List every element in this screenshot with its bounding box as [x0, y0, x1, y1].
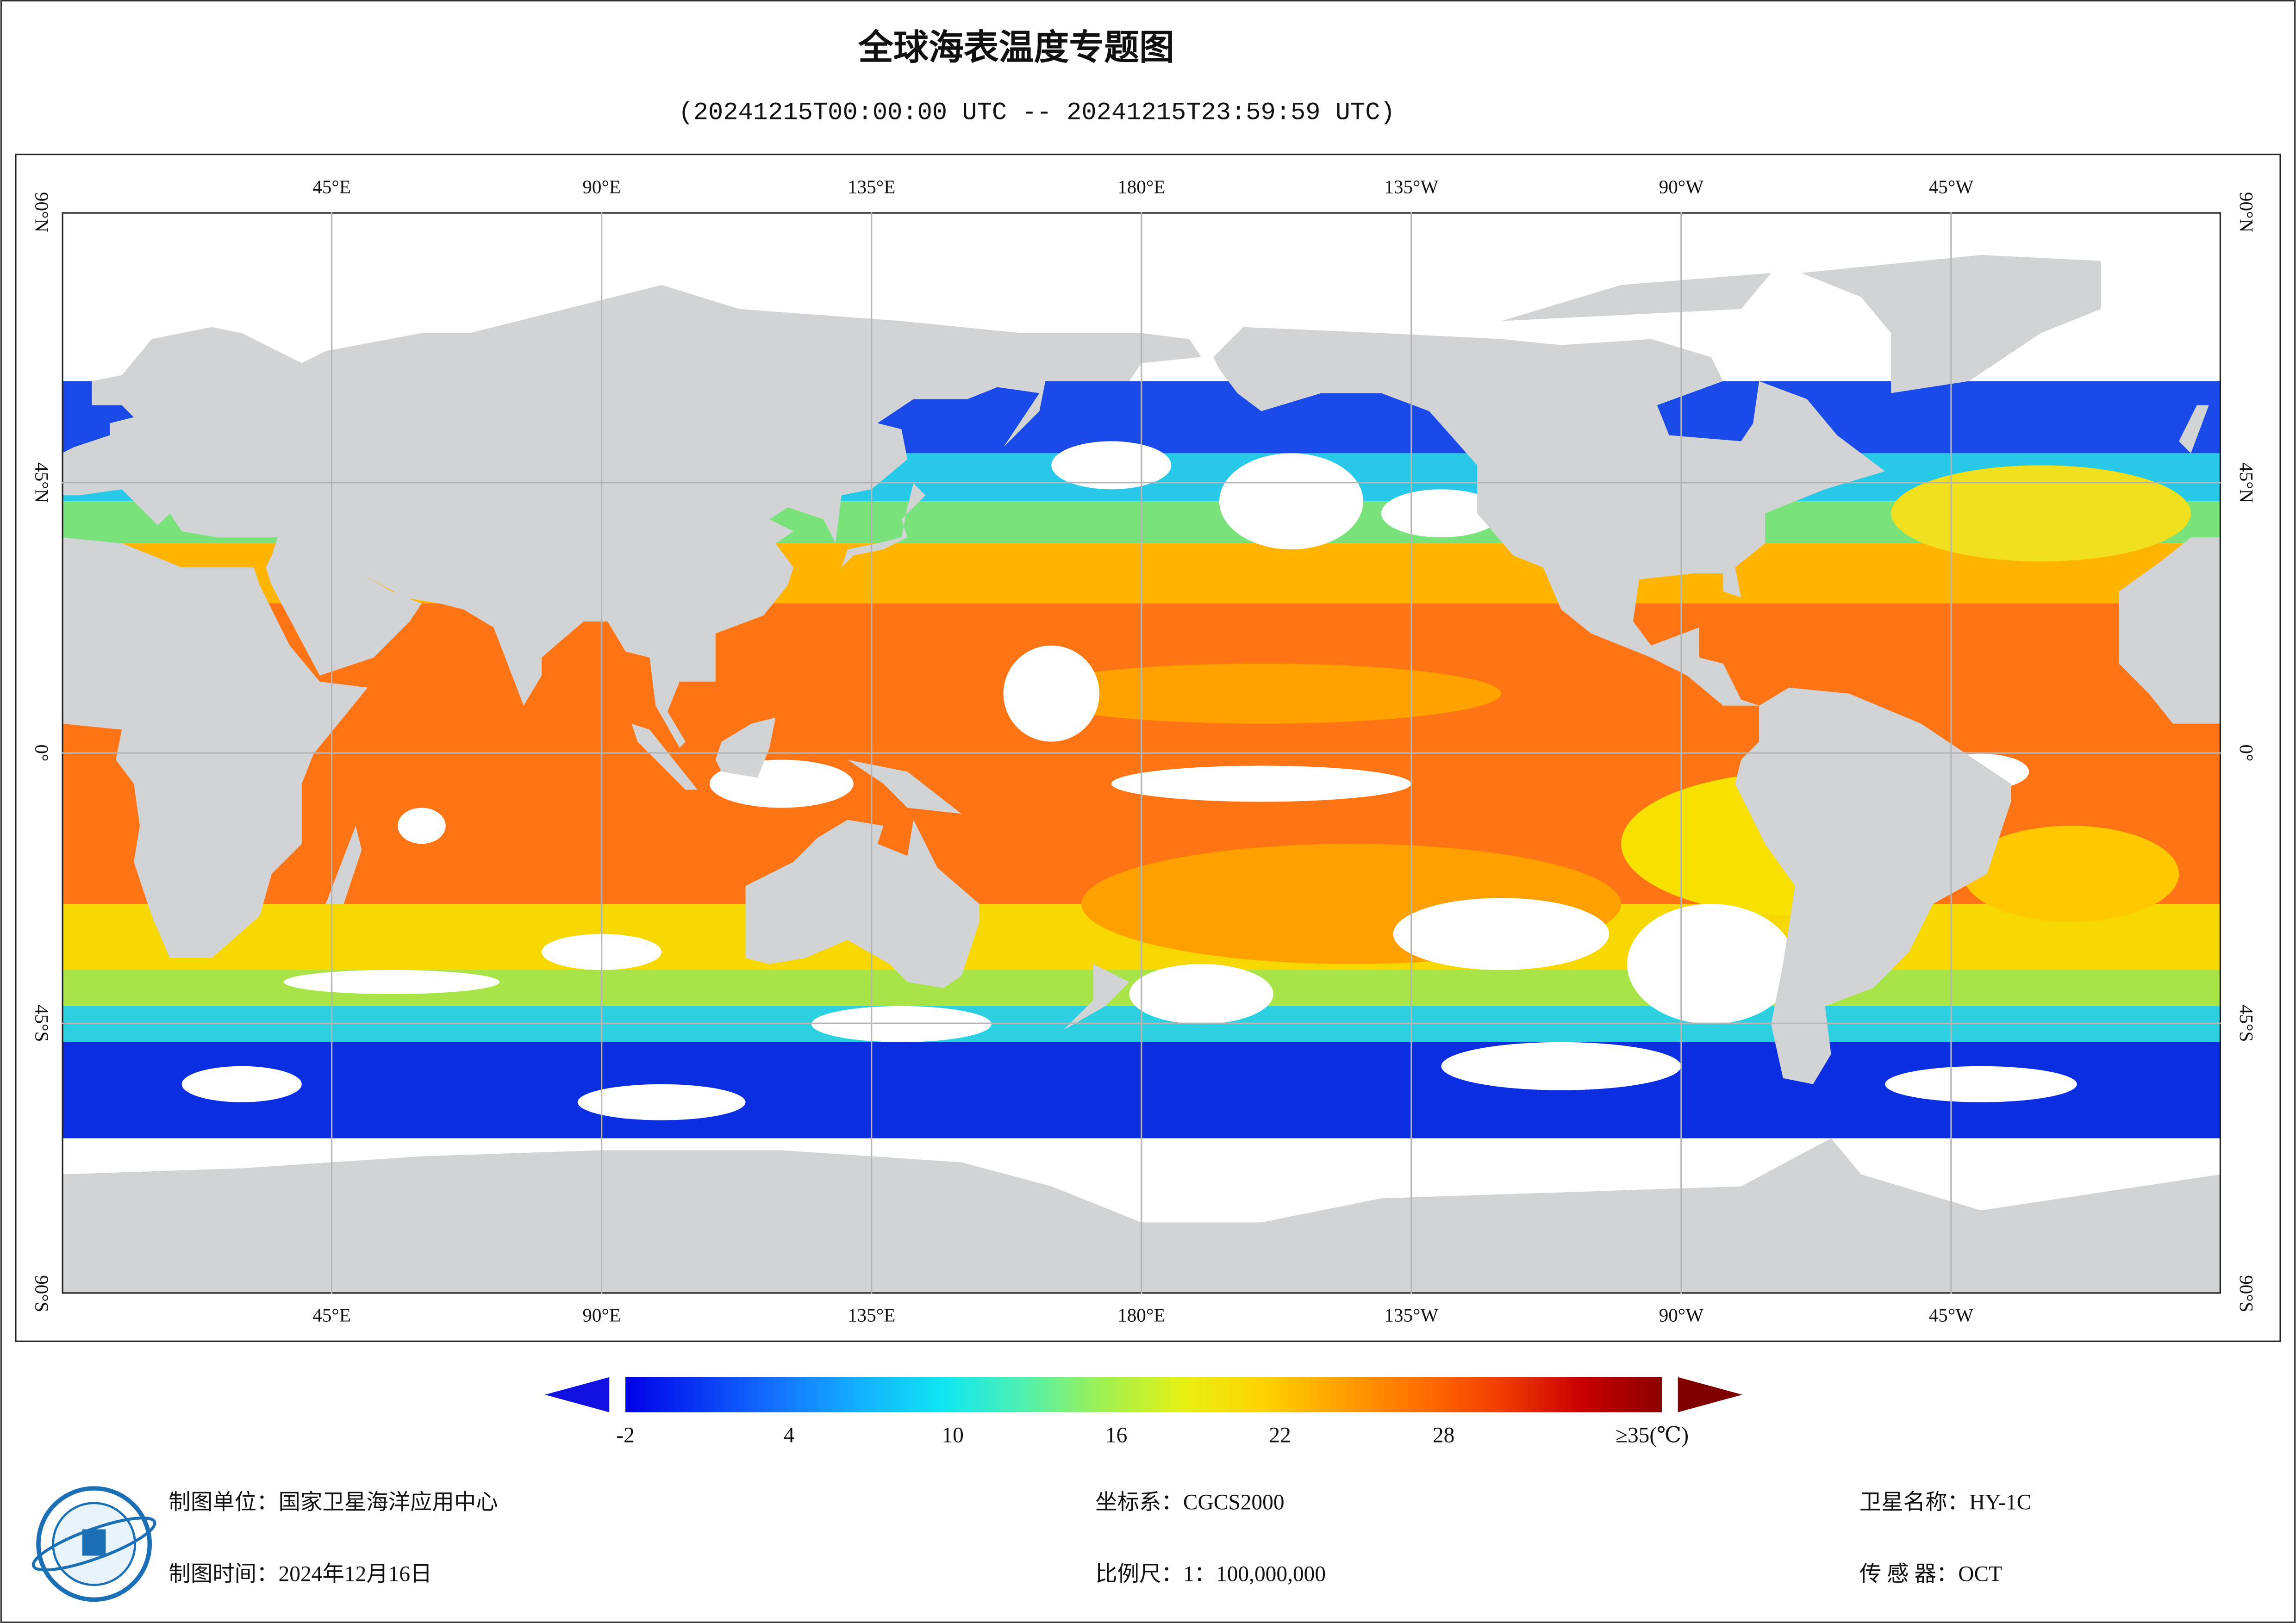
logo [31, 1486, 156, 1602]
map-date: 制图时间：2024年12月16日 [168, 1562, 432, 1586]
lat-label-right: 45°N [2236, 462, 2257, 503]
lat-label-left: 90°N [31, 192, 53, 232]
lat-label-left: 45°N [31, 462, 53, 503]
lat-label-left: 45°S [31, 1005, 53, 1042]
lon-label-bottom: 135°E [848, 1305, 895, 1326]
lat-label-left: 90°S [31, 1275, 53, 1312]
lon-label-bottom: 135°W [1384, 1305, 1438, 1326]
lon-label-top: 135°E [848, 176, 895, 197]
lon-label-top: 90°W [1659, 176, 1704, 197]
colorbar-tick-label: 28 [1433, 1423, 1454, 1447]
colorbar-under-arrow [545, 1377, 610, 1412]
lon-label-bottom: 90°E [582, 1305, 621, 1326]
sensor-name: 传 感 器：OCT [1859, 1562, 2002, 1586]
lon-label-bottom: 90°W [1659, 1305, 1704, 1326]
colorbar-tick-label: 16 [1105, 1423, 1127, 1447]
colorbar-over-arrow [1678, 1377, 1742, 1412]
colorbar-tick-label: 4 [784, 1423, 795, 1447]
producer: 制图单位：国家卫星海洋应用中心 [168, 1491, 498, 1515]
lon-label-top: 90°E [582, 176, 621, 197]
lon-label-top: 45°W [1929, 176, 1974, 197]
coordinate-system: 坐标系：CGCS2000 [1095, 1491, 1284, 1515]
lat-label-right: 90°N [2236, 192, 2257, 232]
lon-label-bottom: 45°W [1929, 1305, 1974, 1326]
title: 全球海表温度专题图 [858, 27, 1174, 68]
lon-label-top: 180°E [1117, 176, 1165, 197]
colorbar-tick-label: ≥35(℃) [1616, 1423, 1689, 1447]
lon-label-bottom: 45°E [312, 1305, 351, 1326]
satellite-name: 卫星名称：HY-1C [1859, 1491, 2031, 1515]
subtitle: (20241215T00:00:00 UTC -- 20241215T23:59… [679, 99, 1395, 127]
lon-label-bottom: 180°E [1117, 1305, 1165, 1326]
lat-label-right: 90°S [2236, 1275, 2257, 1312]
map-scale: 比例尺：1：100,000,000 [1095, 1562, 1326, 1586]
lat-label-left: 0° [31, 745, 53, 762]
lat-label-right: 45°S [2236, 1005, 2257, 1042]
lat-label-right: 0° [2236, 745, 2257, 762]
lon-label-top: 45°E [312, 176, 351, 197]
graticule: 45°E 45°E 90°E 90°E 135°E 135°E 180°E 180°E 135°… [31, 176, 2257, 1325]
cloud-cover [181, 441, 2077, 1120]
sst-patch [1891, 465, 2191, 562]
colorbar-tick-label: 10 [942, 1423, 963, 1447]
sst-patch [1963, 826, 2179, 922]
colorbar-bar [625, 1377, 1662, 1412]
colorbar-tick-label: 22 [1269, 1423, 1291, 1447]
lon-label-top: 135°W [1384, 176, 1438, 197]
colorbar-tick-label: -2 [616, 1423, 635, 1447]
colorbar: -2 4 10 16 22 28 ≥35(℃) [545, 1377, 1742, 1447]
